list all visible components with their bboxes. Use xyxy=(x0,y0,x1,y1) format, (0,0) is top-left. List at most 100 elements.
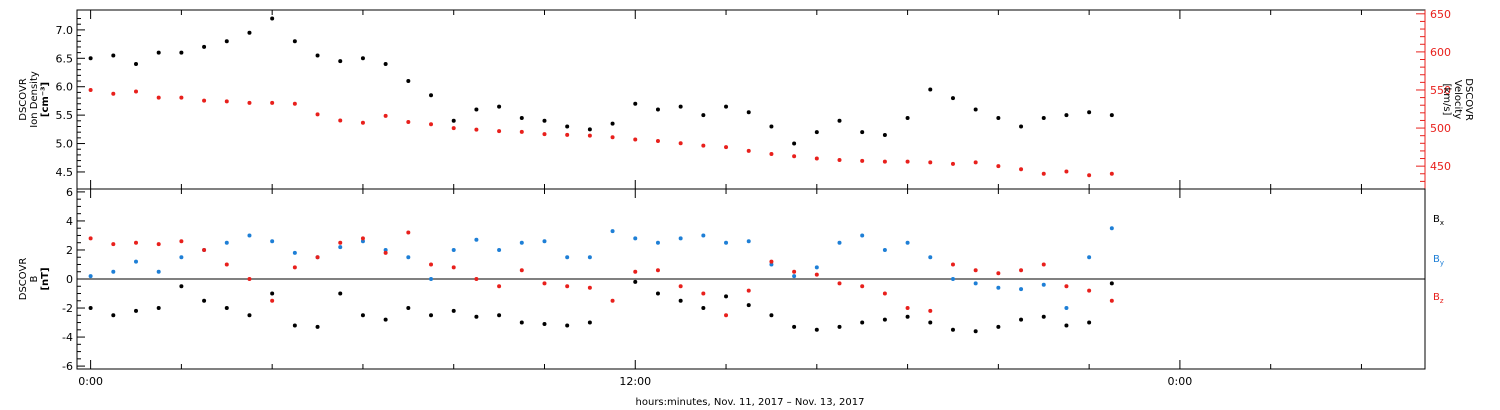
By-point xyxy=(1109,226,1114,231)
velocity-point xyxy=(928,160,933,165)
Bx-point xyxy=(996,324,1001,329)
time-axis: 0:00 12:00 0:00 xyxy=(78,10,1362,388)
velocity-point xyxy=(769,151,774,156)
By-point xyxy=(633,236,638,241)
By-legend-subscript: y xyxy=(1440,259,1444,267)
Bx-point xyxy=(655,291,660,296)
density-point xyxy=(928,87,933,92)
density-point xyxy=(383,61,388,66)
velocity-point xyxy=(497,129,502,134)
velocity-point xyxy=(610,135,615,140)
Bz-point xyxy=(1087,288,1092,293)
velocity-point xyxy=(587,133,592,138)
Bx-point xyxy=(134,308,139,313)
density-point xyxy=(315,53,320,58)
density-axis-label-line: [cm⁻³] xyxy=(40,82,51,117)
Bz-point xyxy=(882,291,887,296)
Bz-point xyxy=(746,288,751,293)
By-point xyxy=(1064,306,1069,311)
density-tick-label: 5.0 xyxy=(56,138,74,151)
density-point xyxy=(134,61,139,66)
By-point xyxy=(224,240,229,245)
density-axis-label-line: Ion Density xyxy=(29,71,40,128)
Bz-point xyxy=(497,284,502,289)
velocity-point xyxy=(270,100,275,105)
velocity-point xyxy=(837,158,842,163)
velocity-point xyxy=(746,148,751,153)
field-axis-label-line: B xyxy=(29,275,40,282)
density-point xyxy=(179,50,184,55)
Bx-point xyxy=(905,314,910,319)
velocity-point xyxy=(905,159,910,164)
velocity-point xyxy=(519,129,524,134)
density-point xyxy=(701,113,706,118)
By-point xyxy=(451,247,456,252)
Bx-point xyxy=(792,324,797,329)
Bz-point xyxy=(360,236,365,241)
time-tick-label: 12:00 xyxy=(619,375,651,388)
Bx-point xyxy=(429,313,434,318)
Bx-legend: Bx xyxy=(1433,214,1444,227)
velocity-point xyxy=(565,132,570,137)
density-point xyxy=(474,107,479,112)
By-point xyxy=(134,259,139,264)
Bx-point xyxy=(111,313,116,318)
Bz-point xyxy=(792,269,797,274)
By-point xyxy=(88,274,93,279)
density-point xyxy=(1041,115,1046,120)
density-point xyxy=(406,79,411,84)
Bx-point xyxy=(497,313,502,318)
x-axis-label: hours:minutes, Nov. 11, 2017 – Nov. 13, … xyxy=(636,397,865,408)
By-point xyxy=(542,239,547,244)
density-point xyxy=(111,53,116,58)
Bx-point xyxy=(202,298,207,303)
velocity-point xyxy=(950,161,955,166)
By-point xyxy=(156,269,161,274)
velocity-point xyxy=(1087,173,1092,178)
time-tick-label: 0:00 xyxy=(1168,375,1193,388)
By-point xyxy=(270,239,275,244)
density-point xyxy=(587,127,592,132)
Bz-point xyxy=(156,242,161,247)
Bx-point xyxy=(1041,314,1046,319)
Bx-point xyxy=(519,320,524,325)
density-point xyxy=(202,44,207,49)
By-point xyxy=(746,239,751,244)
By-point xyxy=(383,247,388,252)
density-tick-label: 5.5 xyxy=(56,109,74,122)
By-point xyxy=(610,229,615,234)
density-point xyxy=(429,93,434,98)
density-point xyxy=(497,104,502,109)
velocity-point xyxy=(1019,167,1024,172)
time-tick-label: 0:00 xyxy=(78,375,103,388)
Bz-point xyxy=(587,285,592,290)
Bx-point xyxy=(746,303,751,308)
velocity-point xyxy=(792,154,797,159)
Bx-point xyxy=(451,308,456,313)
density-point xyxy=(655,107,660,112)
Bz-point xyxy=(519,268,524,273)
By-point xyxy=(769,262,774,267)
field-tick-label: 6 xyxy=(66,186,73,199)
velocity-point xyxy=(860,158,865,163)
field-tick-label: -6 xyxy=(62,360,73,373)
velocity-axis-label-line: DSCOVR xyxy=(1463,78,1474,121)
Bz-point xyxy=(88,236,93,241)
Bz-legend-subscript: z xyxy=(1440,297,1444,305)
Bz-point xyxy=(111,242,116,247)
Bx-point xyxy=(724,294,729,299)
field-axis-label: DSCOVRB[nT] xyxy=(18,258,51,301)
Bz-point xyxy=(383,250,388,255)
Bz-point xyxy=(633,269,638,274)
By-point xyxy=(860,233,865,238)
Bx-legend-subscript: x xyxy=(1440,219,1444,227)
density-point xyxy=(224,39,229,44)
Bx-point xyxy=(406,306,411,311)
velocity-point xyxy=(224,99,229,104)
By-point xyxy=(292,250,297,255)
Bz-point xyxy=(814,272,819,277)
field-tick-label: -2 xyxy=(62,302,73,315)
velocity-point xyxy=(678,141,683,146)
Bz-point xyxy=(338,240,343,245)
Bx-point xyxy=(837,324,842,329)
